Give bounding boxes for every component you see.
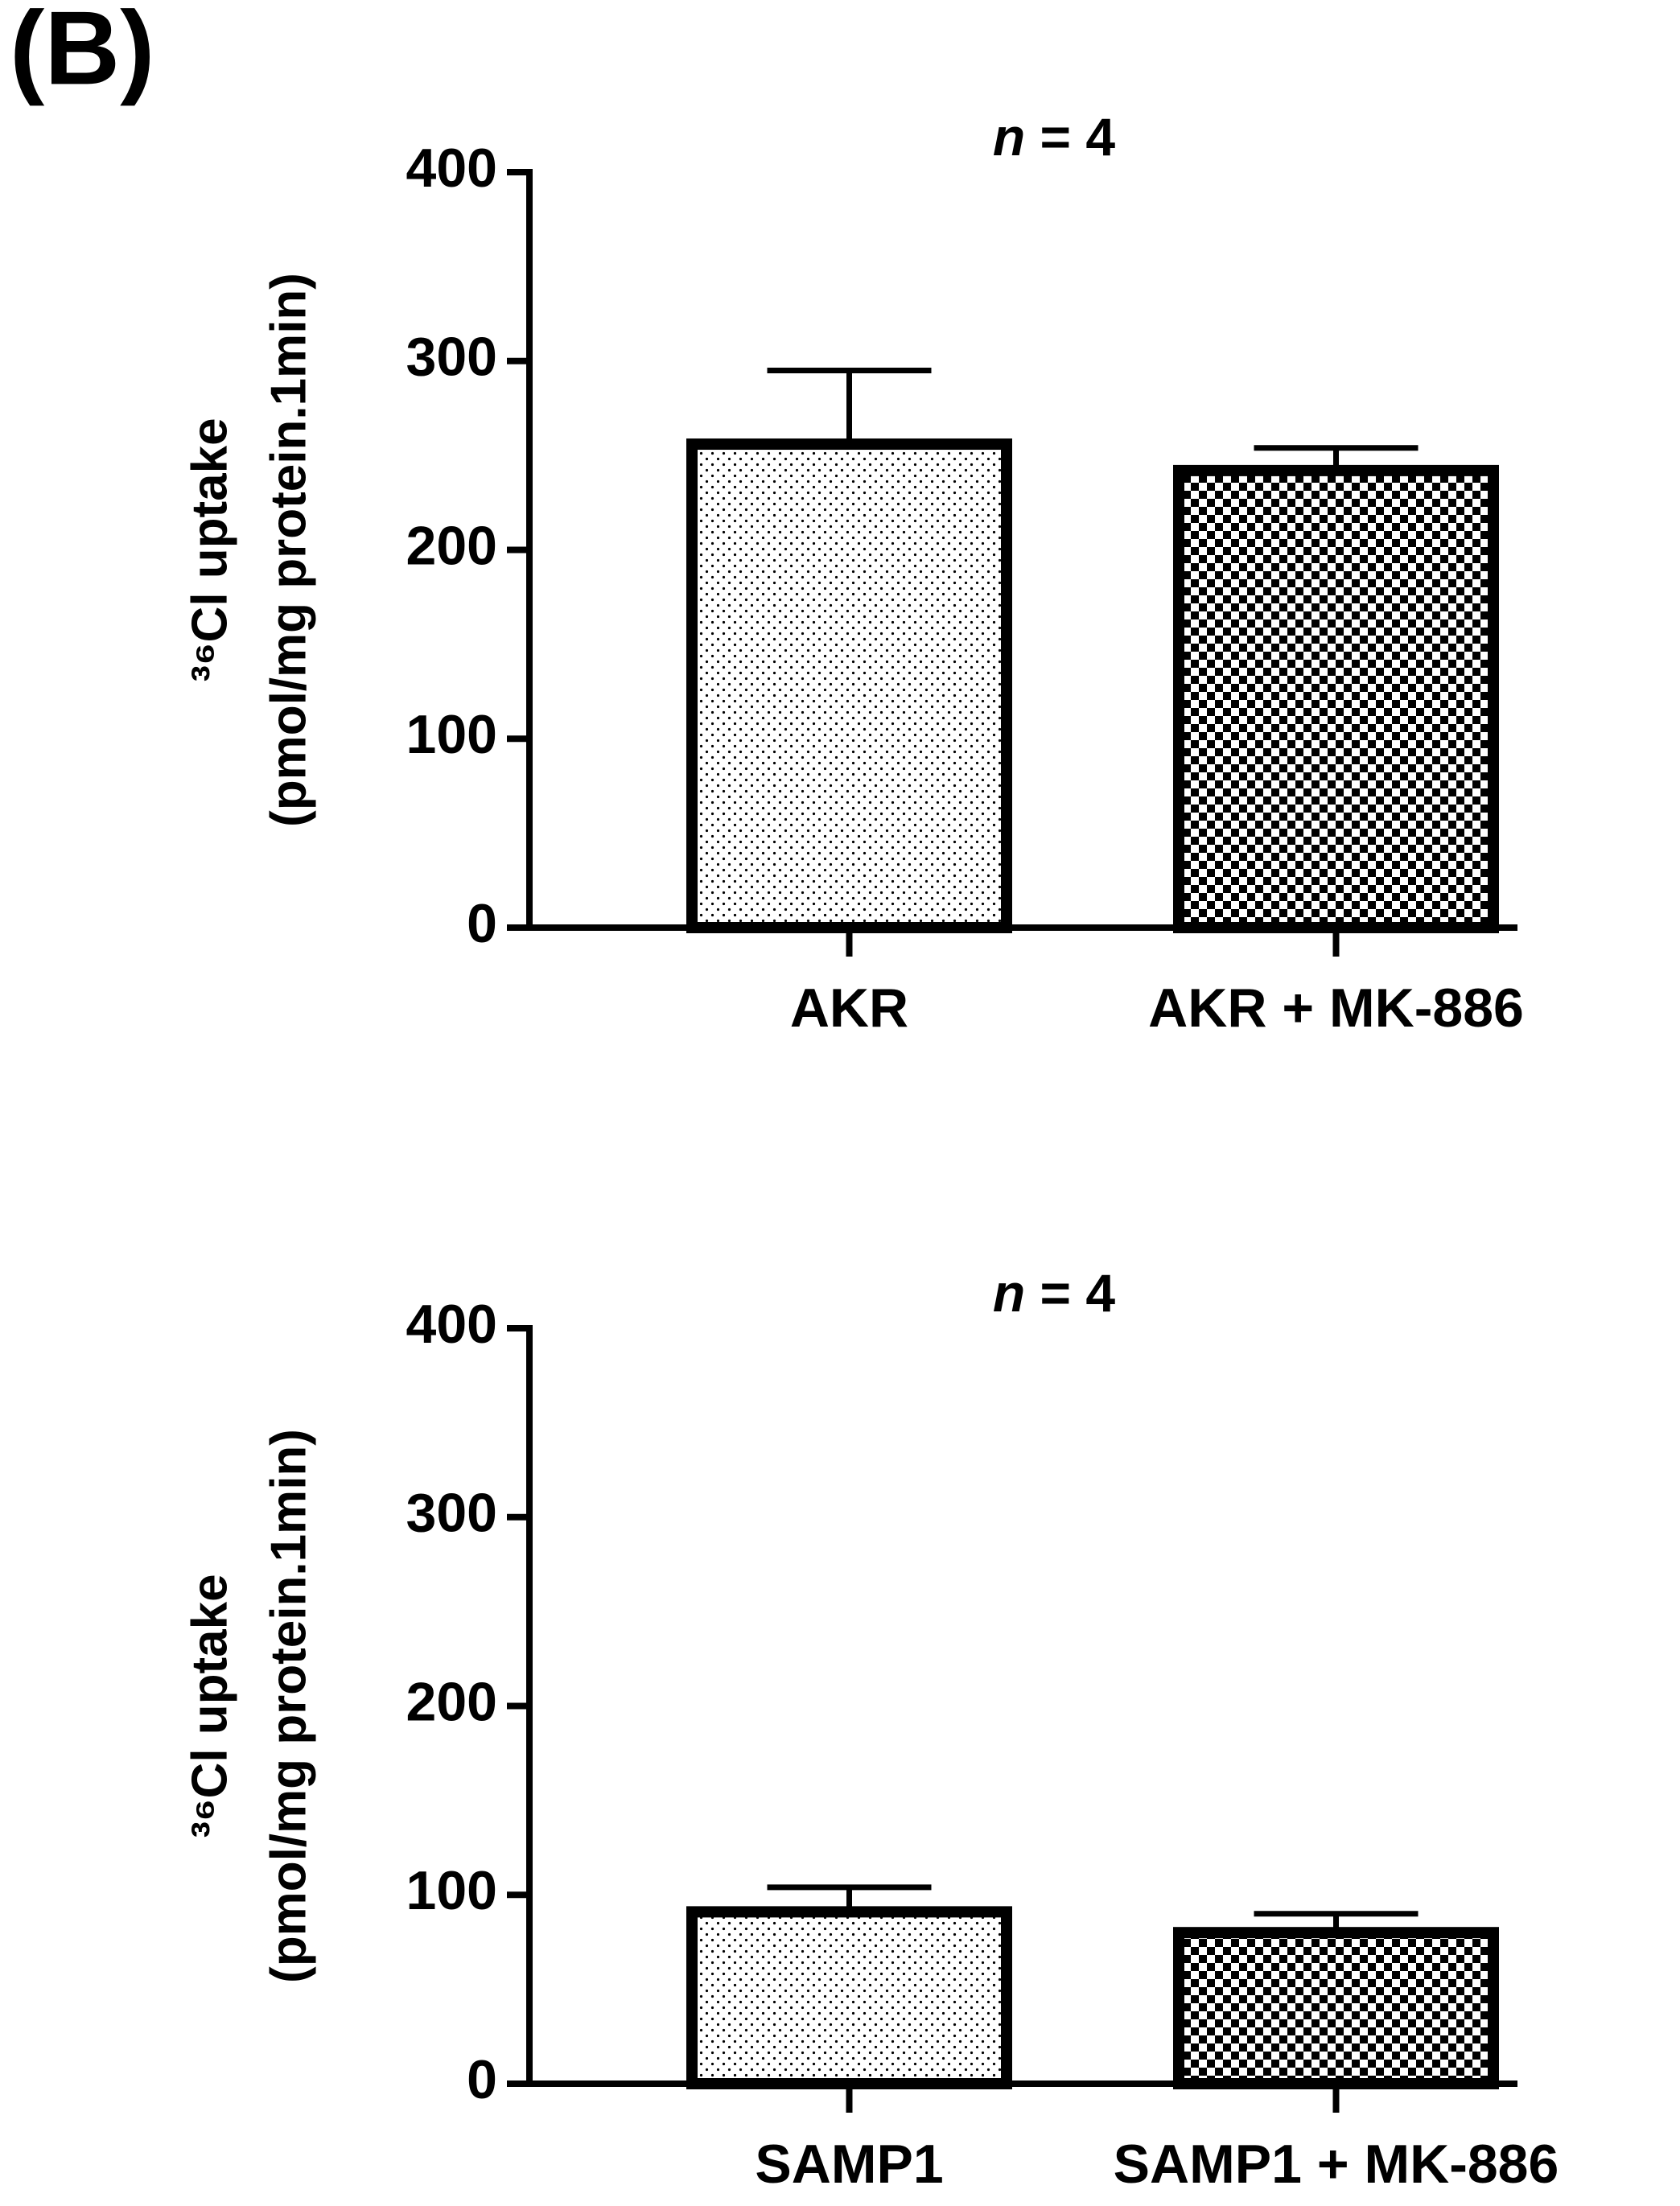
chart: n = 4 ³⁶Cl uptake (pmol/mg protein.1min) 0 1… [182,107,1523,1039]
chart: n = 4 ³⁶Cl uptake (pmol/mg protein.1min) 0 1… [182,1263,1559,2195]
x-tick-label: AKR [790,977,908,1039]
y-tick-label: 0 [467,893,497,954]
chart-title: n = 4 [993,107,1116,167]
y-tick-label: 300 [406,1483,497,1544]
y-tick-label: 300 [406,327,497,388]
y-axis-label: (pmol/mg protein.1min) [261,1429,316,1983]
y-tick-label: 200 [406,1671,497,1732]
y-tick-label: 400 [406,138,497,199]
bar [1173,1927,1499,2089]
panel-label: (B) [10,0,154,106]
y-axis-label: ³⁶Cl uptake [182,1574,237,1838]
chart-title: n = 4 [993,1263,1116,1323]
y-tick-label: 100 [406,704,497,765]
x-tick-label: SAMP1 + MK-886 [1114,2134,1559,2195]
bar [1173,464,1499,933]
y-axis-label: ³⁶Cl uptake [182,418,237,681]
y-tick-label: 0 [467,2049,497,2110]
y-tick-label: 400 [406,1294,497,1355]
x-tick-label: AKR + MK-886 [1148,977,1524,1039]
y-axis-label: (pmol/mg protein.1min) [261,273,316,827]
bar [686,1906,1012,2089]
x-tick-label: SAMP1 [755,2134,943,2195]
y-tick-label: 200 [406,515,497,576]
y-tick-label: 100 [406,1860,497,1921]
bar [686,438,1012,933]
